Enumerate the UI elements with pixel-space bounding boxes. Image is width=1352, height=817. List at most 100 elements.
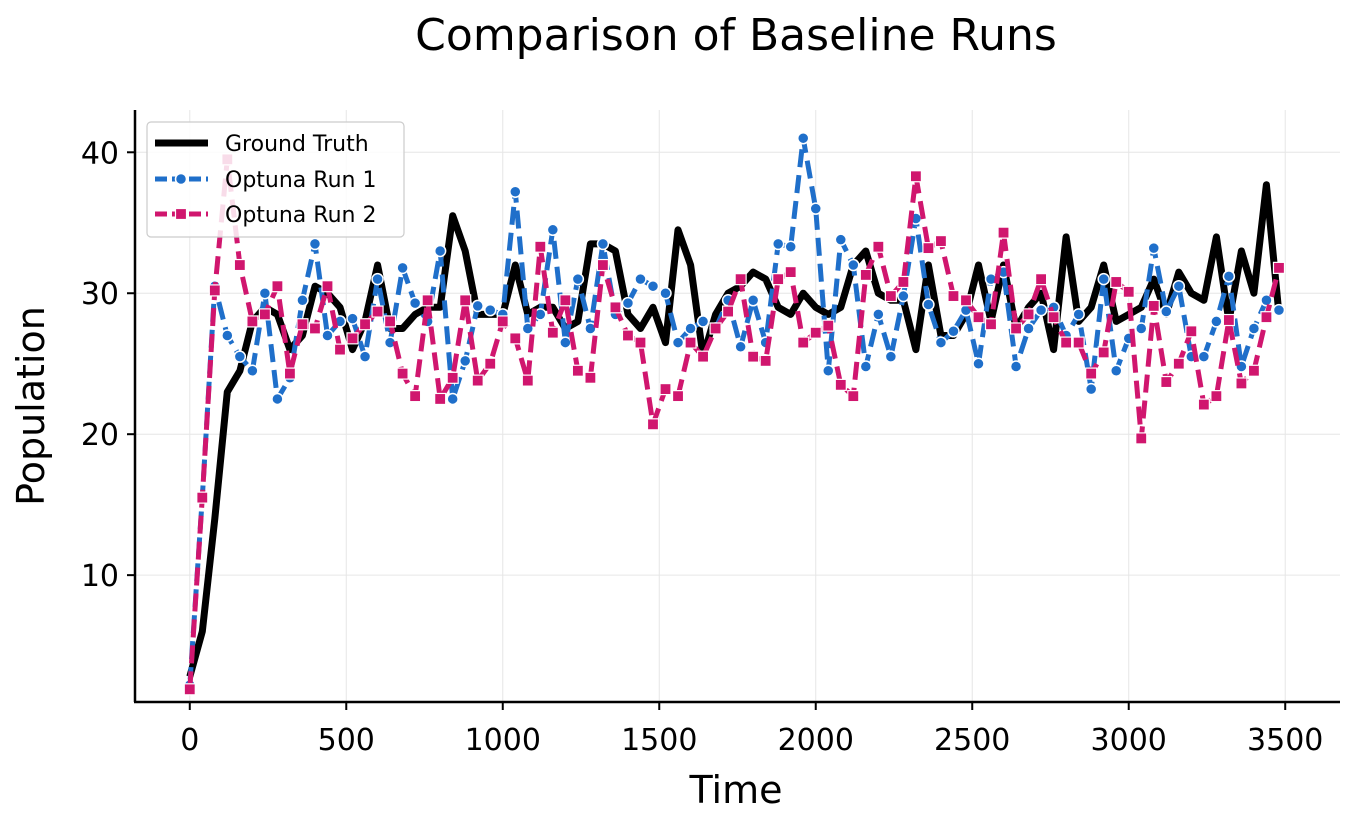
data-point-optuna-run-1 <box>822 364 835 378</box>
data-point-optuna-run-2 <box>759 354 772 367</box>
data-point-optuna-run-1 <box>1210 315 1223 328</box>
data-point-optuna-run-1 <box>509 185 522 199</box>
data-point-optuna-run-2 <box>1235 377 1248 390</box>
data-point-optuna-run-2 <box>1022 308 1035 321</box>
data-point-optuna-run-1 <box>972 357 985 370</box>
data-point-optuna-run-1 <box>634 272 647 286</box>
data-point-optuna-run-1 <box>458 354 472 368</box>
data-point-optuna-run-2 <box>847 390 860 403</box>
x-tick-label: 2000 <box>778 723 854 758</box>
data-point-optuna-run-2 <box>634 336 647 349</box>
data-point-optuna-run-2 <box>884 289 897 303</box>
data-point-optuna-run-1 <box>1272 303 1286 317</box>
data-point-optuna-run-2 <box>371 305 384 318</box>
legend-label-ground-truth: Ground Truth <box>225 132 369 157</box>
legend: Ground Truth Optuna Run 1 Optuna Run 2 <box>146 121 405 238</box>
data-point-optuna-run-2 <box>772 273 785 286</box>
data-point-optuna-run-2 <box>797 336 810 349</box>
chart-title: Comparison of Baseline Runs <box>415 10 1057 61</box>
data-point-optuna-run-1 <box>1260 294 1273 307</box>
data-point-optuna-run-2 <box>283 367 297 380</box>
data-point-optuna-run-2 <box>596 258 610 272</box>
data-point-optuna-run-2 <box>521 374 534 387</box>
x-tick-label: 3000 <box>1091 723 1167 758</box>
x-tick-label: 0 <box>180 723 199 758</box>
data-point-optuna-run-1 <box>1097 272 1110 286</box>
legend-marker-optuna-run-1 <box>174 172 188 186</box>
data-point-optuna-run-2 <box>1147 299 1160 313</box>
y-tick-label: 40 <box>81 136 119 171</box>
data-point-optuna-run-1 <box>897 289 910 303</box>
data-point-optuna-run-1 <box>809 202 822 215</box>
data-point-optuna-run-2 <box>1110 275 1123 289</box>
data-point-optuna-run-1 <box>621 296 635 310</box>
data-point-optuna-run-2 <box>321 280 334 293</box>
y-tick-label: 30 <box>81 277 119 312</box>
data-point-optuna-run-2 <box>534 240 547 253</box>
data-point-optuna-run-1 <box>233 350 247 363</box>
data-point-optuna-run-2 <box>308 322 322 335</box>
data-point-optuna-run-2 <box>1009 322 1023 335</box>
data-point-optuna-run-1 <box>947 325 960 338</box>
data-point-optuna-run-2 <box>546 326 559 339</box>
data-point-optuna-run-2 <box>734 273 747 286</box>
data-point-optuna-run-2 <box>1185 325 1198 338</box>
data-point-optuna-run-2 <box>196 491 209 504</box>
data-point-optuna-run-2 <box>1197 398 1210 411</box>
data-point-optuna-run-1 <box>784 240 797 253</box>
data-point-optuna-run-2 <box>1034 273 1048 286</box>
data-point-optuna-run-2 <box>208 284 221 297</box>
data-point-optuna-run-2 <box>446 371 459 384</box>
data-point-optuna-run-2 <box>922 242 935 255</box>
data-point-optuna-run-2 <box>609 301 622 314</box>
data-point-optuna-run-1 <box>1109 364 1123 378</box>
data-point-optuna-run-1 <box>246 364 259 378</box>
data-point-optuna-run-1 <box>671 336 685 349</box>
data-point-optuna-run-2 <box>471 374 484 387</box>
data-point-optuna-run-1 <box>1222 270 1236 283</box>
data-point-optuna-run-2 <box>1160 375 1173 389</box>
data-point-optuna-run-1 <box>872 308 885 321</box>
data-point-optuna-run-2 <box>1247 364 1261 377</box>
data-point-optuna-run-1 <box>1172 279 1186 293</box>
data-point-optuna-run-2 <box>1222 313 1235 327</box>
data-point-optuna-run-2 <box>1122 285 1135 298</box>
data-point-optuna-run-2 <box>1210 390 1223 403</box>
data-point-optuna-run-2 <box>859 268 872 282</box>
data-point-optuna-run-1 <box>271 392 284 406</box>
data-point-optuna-run-1 <box>1022 322 1035 335</box>
data-point-optuna-run-2 <box>271 280 284 293</box>
data-point-optuna-run-2 <box>984 318 998 331</box>
data-point-optuna-run-1 <box>296 294 309 307</box>
data-point-optuna-run-2 <box>1272 261 1286 274</box>
data-point-optuna-run-2 <box>1135 432 1148 445</box>
data-point-optuna-run-2 <box>434 392 447 406</box>
data-point-optuna-run-2 <box>296 318 309 331</box>
data-point-optuna-run-2 <box>246 315 259 328</box>
data-point-optuna-run-2 <box>897 275 910 289</box>
data-point-optuna-run-1 <box>559 336 572 349</box>
data-point-optuna-run-2 <box>509 332 522 345</box>
series-line-optuna-run-2 <box>187 156 1282 690</box>
legend-label-optuna-run-1: Optuna Run 1 <box>225 168 376 193</box>
data-point-optuna-run-1 <box>408 296 422 310</box>
data-point-optuna-run-1 <box>1084 382 1098 396</box>
legend-marker-optuna-run-2 <box>174 207 188 221</box>
data-point-optuna-run-1 <box>684 322 697 335</box>
data-point-optuna-run-1 <box>834 233 848 246</box>
axes <box>133 110 1340 704</box>
data-point-optuna-run-1 <box>584 322 597 335</box>
data-point-optuna-run-2 <box>671 390 685 403</box>
x-tick-label: 2500 <box>934 723 1010 758</box>
data-point-optuna-run-2 <box>784 265 797 279</box>
data-point-optuna-run-1 <box>646 279 660 293</box>
data-point-optuna-run-1 <box>746 294 760 307</box>
data-point-optuna-run-2 <box>696 350 710 363</box>
x-tick-label: 500 <box>318 723 375 758</box>
data-point-optuna-run-2 <box>722 305 735 318</box>
data-point-optuna-run-1 <box>734 340 747 354</box>
x-axis-label: Time <box>689 768 783 812</box>
data-point-optuna-run-2 <box>709 322 722 335</box>
data-point-optuna-run-2 <box>747 350 760 363</box>
